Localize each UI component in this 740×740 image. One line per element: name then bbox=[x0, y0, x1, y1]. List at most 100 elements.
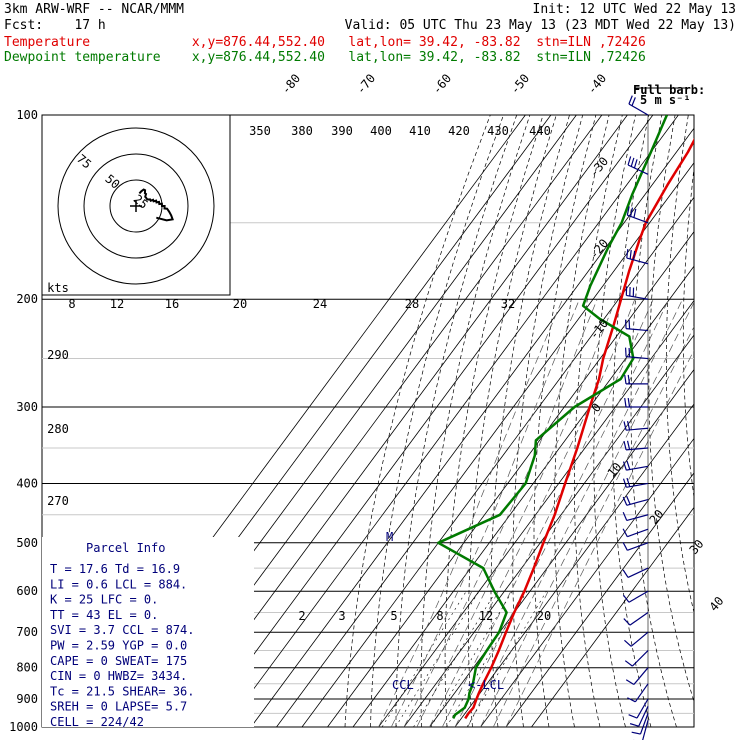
wind-barb-flag bbox=[626, 420, 631, 431]
dry-adiabat-line bbox=[593, 115, 636, 727]
wind-barb-flag bbox=[623, 440, 627, 451]
wind-barb bbox=[638, 706, 649, 727]
isotherm-label: 30 bbox=[687, 537, 707, 557]
wind-barb bbox=[628, 590, 649, 603]
parcel-info-row: K = 25 LFC = 0. bbox=[50, 593, 158, 607]
wind-barb-flag bbox=[630, 157, 635, 167]
dry-adiabat-line bbox=[665, 115, 694, 615]
isotherm-line bbox=[225, 115, 679, 727]
isotherm-line bbox=[301, 196, 694, 727]
theta-label: 380 bbox=[291, 124, 313, 138]
wind-barb bbox=[626, 482, 649, 488]
mixing-ratio-label: 20 bbox=[537, 609, 551, 623]
wind-barb bbox=[626, 514, 649, 522]
wind-barb bbox=[627, 567, 649, 578]
theta-label: 390 bbox=[331, 124, 353, 138]
wind-barb-flag bbox=[622, 528, 628, 537]
isotherm-label: 20 bbox=[647, 507, 667, 527]
isotherm-line bbox=[531, 506, 694, 727]
wind-barb bbox=[626, 356, 649, 360]
theta-label: 440 bbox=[529, 124, 551, 138]
wind-barb-flag bbox=[626, 477, 631, 487]
wind-barb bbox=[626, 427, 649, 431]
hodograph-speed-label: 28 bbox=[405, 297, 419, 311]
hodograph-speed-label: 20 bbox=[233, 297, 247, 311]
barb-key-units: 5 m s⁻¹ bbox=[640, 93, 691, 107]
wind-barb-flag bbox=[624, 639, 632, 647]
pressure-label: 200 bbox=[16, 292, 38, 306]
wind-barb-flag bbox=[622, 542, 628, 551]
isotherm-line bbox=[199, 115, 654, 727]
dry-adiabat-line bbox=[716, 115, 740, 727]
moist-adiabat-line bbox=[441, 299, 654, 727]
isotherm-line bbox=[403, 334, 694, 727]
isotherm-label: -50 bbox=[508, 71, 533, 97]
barb-key-title: Full barb: bbox=[633, 83, 705, 97]
dewpoint-profile bbox=[437, 115, 669, 719]
moist-adiabat-line bbox=[429, 299, 636, 727]
moist-adiabat-line bbox=[454, 299, 670, 727]
wind-barb-flag bbox=[624, 374, 627, 384]
wind-barb bbox=[626, 465, 649, 471]
temperature-profile bbox=[464, 138, 694, 720]
hodograph-speed-label: 32 bbox=[501, 297, 515, 311]
wind-barb bbox=[630, 631, 649, 647]
hodograph-speed-label: 8 bbox=[68, 297, 75, 311]
wind-barb-flag bbox=[622, 569, 629, 578]
wind-barb-flag bbox=[624, 398, 627, 408]
wind-barbs bbox=[622, 95, 649, 740]
hodograph-ring bbox=[57, 127, 215, 285]
temperature-legend: Temperature x,y=876.44,552.40 lat,lon= 3… bbox=[4, 35, 646, 50]
wind-barb-flag bbox=[625, 679, 635, 686]
pressure-label: 800 bbox=[16, 661, 38, 675]
wind-barb bbox=[626, 447, 649, 451]
wind-barb-flag bbox=[622, 496, 628, 506]
wind-barb bbox=[626, 257, 649, 265]
wind-barb-flag bbox=[622, 511, 628, 521]
wind-barb bbox=[627, 164, 649, 175]
hodograph-speed-label: 24 bbox=[313, 297, 327, 311]
theta-label: 430 bbox=[487, 124, 509, 138]
wind-barb bbox=[626, 328, 649, 332]
dry-adiabat-line bbox=[468, 115, 557, 727]
ccl-marker: CCL bbox=[392, 678, 414, 692]
wind-barb-flag bbox=[632, 250, 636, 260]
pressure-label: 300 bbox=[16, 400, 38, 414]
wind-barb-flag bbox=[627, 374, 631, 384]
pressure-label: 500 bbox=[16, 536, 38, 550]
moist-adiabat-line bbox=[416, 299, 617, 727]
theta-label: 350 bbox=[249, 124, 271, 138]
wind-barb-flag bbox=[627, 156, 632, 166]
moist-adiabat-line bbox=[467, 299, 683, 727]
isotherm-line bbox=[327, 231, 694, 727]
moist-adiabat-line bbox=[378, 299, 563, 727]
parcel-info-row: CIN = 0 HWBZ= 3434. bbox=[50, 669, 187, 683]
hodograph-speed-label: 12 bbox=[110, 297, 124, 311]
dry-adiabat-line bbox=[612, 115, 652, 727]
forecast-hour: Fcst: 17 h bbox=[4, 18, 106, 33]
wind-barb-flag bbox=[631, 731, 641, 735]
wind-barb bbox=[634, 683, 649, 703]
wind-barb-flag bbox=[626, 206, 630, 216]
dry-adiabat-line bbox=[490, 115, 570, 727]
hodograph-ring bbox=[83, 153, 189, 259]
wind-barb bbox=[628, 103, 649, 116]
dry-adiabat-line bbox=[395, 115, 518, 727]
isotherm-line bbox=[505, 472, 694, 727]
hodograph-speed-label: kts bbox=[47, 281, 69, 295]
wind-barb-flag bbox=[627, 398, 631, 408]
dry-adiabat-line bbox=[554, 115, 610, 727]
parcel-info-row: CELL = 224/42 bbox=[50, 715, 144, 729]
wind-barb-flag bbox=[626, 495, 631, 505]
theta-label: 410 bbox=[409, 124, 431, 138]
wind-barb bbox=[627, 542, 649, 551]
pressure-label: 100 bbox=[16, 108, 38, 122]
wind-barb-flag bbox=[626, 249, 629, 259]
isotherm-label: -40 bbox=[585, 71, 610, 97]
dry-adiabat-line bbox=[732, 115, 740, 727]
parcel-info-row: T = 17.6 Td = 16.9 bbox=[50, 562, 180, 576]
dry-adiabat-line bbox=[444, 115, 544, 727]
wind-barb bbox=[626, 498, 649, 506]
parcel-info-title: Parcel Info bbox=[86, 541, 165, 555]
dry-adiabat-line bbox=[344, 115, 491, 727]
